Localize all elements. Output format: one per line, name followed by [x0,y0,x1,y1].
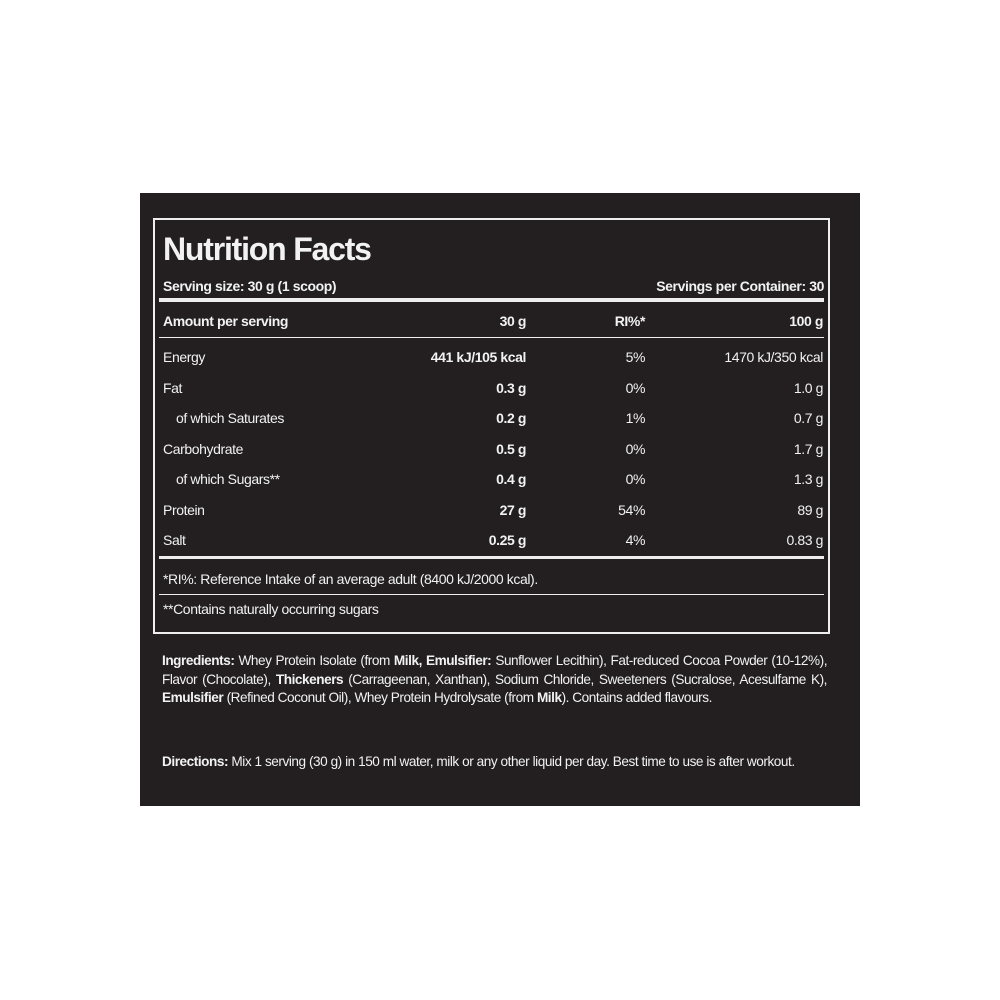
row-label: Energy [163,349,205,365]
cell: 1.0 g [793,379,824,396]
rule [159,594,824,595]
directions-label: Directions: [162,754,229,769]
ingredient-text: Sunflower Lecithin), Fat-reduced Cocoa P… [162,653,828,687]
cell: 1.3 g [793,471,824,487]
cell: 54% [618,501,645,518]
cell: 441 kJ/105 kcal [430,349,527,365]
ingredient-text: (Carrageenan, Xanthan), Sodium Chloride,… [348,671,828,687]
label-panel: Nutrition Facts Serving size: 30 g (1 sc… [140,193,860,806]
ingredient-bold: Milk [393,653,419,668]
cell: 0% [625,471,646,487]
rule [159,556,824,559]
cell: 100 g [789,313,823,329]
row-label: Fat [163,379,183,396]
rule [159,298,824,302]
ingredient-text: (Refined Coconut Oil), Whey Protein Hydr… [226,690,534,705]
ingredient-bold: Milk [536,690,562,705]
directions: Directions: Mix 1 serving (30 g) in 150 … [162,753,827,772]
cell: 0.5 g [496,440,526,457]
cell: RI%* [614,313,646,329]
ingredient-bold: Thickeners [275,671,344,687]
cell: 89 g [797,501,823,518]
cell: 0.2 g [496,410,526,426]
serving-size: Serving size: 30 g (1 scoop) [163,278,337,294]
row-label: Carbohydrate [163,440,244,457]
row-label: Salt [163,532,186,548]
directions-text: Mix 1 serving (30 g) in 150 ml water, mi… [231,754,795,769]
ingredient-text: ). Contains added flavours. [561,690,713,705]
cell: 30 g [499,313,527,329]
cell: 1470 kJ/350 kcal [724,349,823,365]
cell: 1.7 g [793,440,824,457]
ingredients: Ingredients: Whey Protein Isolate (from … [162,652,827,708]
row-label: of which Sugars** [176,471,280,487]
ingredients-label: Ingredients: [162,653,235,668]
row-label: Amount per serving [163,313,289,329]
row-label: Protein [163,501,205,518]
cell: 0.3 g [496,379,526,396]
ingredient-bold: Emulsifier [162,690,224,705]
cell: 0.83 g [786,532,823,548]
rule [159,337,824,338]
cell: 0% [625,379,646,396]
servings-per-container: Servings per Container: 30 [656,278,824,294]
cell: 0.7 g [793,410,824,426]
title: Nutrition Facts [163,231,372,267]
ingredient-bold: Emulsifier: [425,653,492,668]
ingredient-text: Whey Protein Isolate (from [238,653,390,668]
cell: 0% [625,440,646,457]
cell: 27 g [499,501,527,518]
footnote: *RI%: Reference Intake of an average adu… [163,571,538,587]
cell: 0.25 g [488,532,527,548]
cell: 4% [625,532,646,548]
footnote: **Contains naturally occurring sugars [163,601,379,617]
cell: 5% [625,349,646,365]
row-label: of which Saturates [176,410,284,426]
cell: 0.4 g [496,471,526,487]
cell: 1% [625,410,646,426]
ingredient-bold: , [418,653,423,668]
nutrition-box: Nutrition Facts Serving size: 30 g (1 sc… [153,218,830,634]
